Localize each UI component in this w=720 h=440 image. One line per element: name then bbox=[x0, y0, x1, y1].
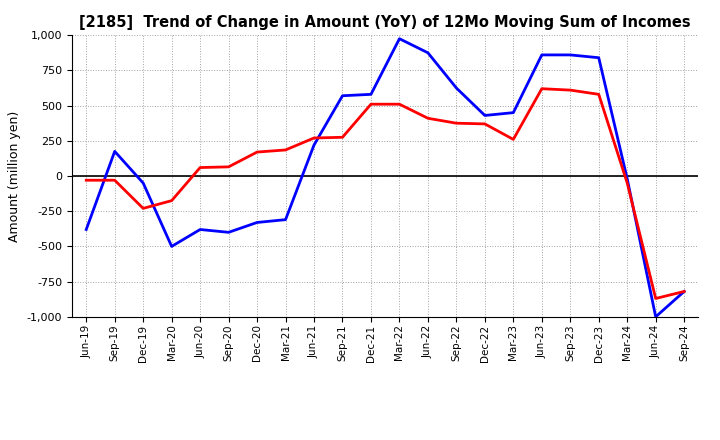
Net Income bbox=[282, 147, 290, 153]
Net Income bbox=[110, 178, 119, 183]
Net Income bbox=[253, 150, 261, 155]
Net Income bbox=[139, 206, 148, 211]
Ordinary Income bbox=[366, 92, 375, 97]
Ordinary Income bbox=[253, 220, 261, 225]
Net Income bbox=[595, 92, 603, 97]
Line: Net Income: Net Income bbox=[86, 89, 684, 298]
Net Income bbox=[395, 102, 404, 107]
Ordinary Income bbox=[110, 149, 119, 154]
Net Income bbox=[82, 178, 91, 183]
Net Income bbox=[310, 136, 318, 141]
Ordinary Income bbox=[310, 143, 318, 148]
Ordinary Income bbox=[282, 217, 290, 222]
Net Income bbox=[623, 180, 631, 186]
Net Income bbox=[680, 289, 688, 294]
Ordinary Income bbox=[509, 110, 518, 115]
Net Income bbox=[537, 86, 546, 92]
Ordinary Income bbox=[225, 230, 233, 235]
Ordinary Income bbox=[139, 180, 148, 186]
Ordinary Income bbox=[680, 289, 688, 294]
Ordinary Income bbox=[537, 52, 546, 58]
Net Income bbox=[196, 165, 204, 170]
Y-axis label: Amount (million yen): Amount (million yen) bbox=[8, 110, 21, 242]
Ordinary Income bbox=[480, 113, 489, 118]
Title: [2185]  Trend of Change in Amount (YoY) of 12Mo Moving Sum of Incomes: [2185] Trend of Change in Amount (YoY) o… bbox=[79, 15, 691, 30]
Net Income bbox=[452, 121, 461, 126]
Line: Ordinary Income: Ordinary Income bbox=[86, 39, 684, 317]
Ordinary Income bbox=[566, 52, 575, 58]
Ordinary Income bbox=[82, 227, 91, 232]
Ordinary Income bbox=[595, 55, 603, 60]
Ordinary Income bbox=[395, 36, 404, 41]
Ordinary Income bbox=[452, 85, 461, 91]
Ordinary Income bbox=[623, 176, 631, 181]
Net Income bbox=[566, 88, 575, 93]
Ordinary Income bbox=[423, 50, 432, 55]
Net Income bbox=[338, 135, 347, 140]
Net Income bbox=[509, 137, 518, 142]
Net Income bbox=[423, 116, 432, 121]
Ordinary Income bbox=[196, 227, 204, 232]
Net Income bbox=[480, 121, 489, 127]
Net Income bbox=[225, 164, 233, 169]
Ordinary Income bbox=[167, 244, 176, 249]
Ordinary Income bbox=[652, 314, 660, 319]
Net Income bbox=[652, 296, 660, 301]
Net Income bbox=[366, 102, 375, 107]
Net Income bbox=[167, 198, 176, 203]
Ordinary Income bbox=[338, 93, 347, 99]
